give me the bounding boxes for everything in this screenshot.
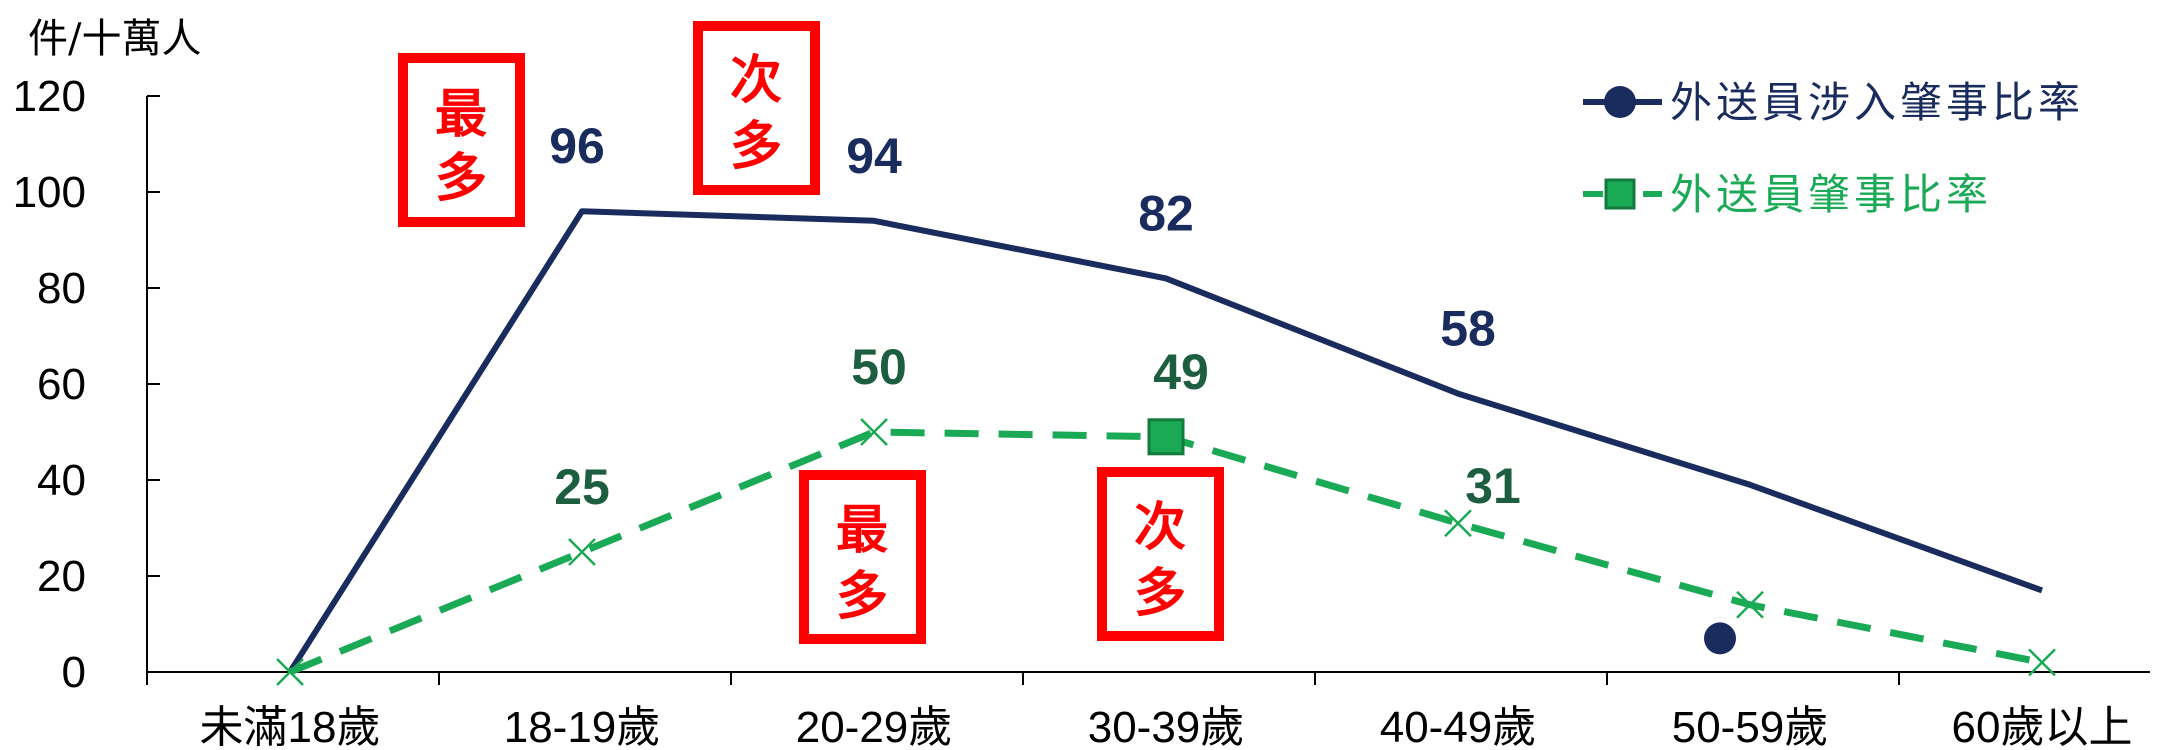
legend-item-delivery-caused: 外送員肇事比率 — [1583, 170, 1992, 219]
data-point-marker — [1147, 418, 1185, 456]
data-point-marker — [276, 658, 304, 686]
data-labels: 96 94 82 58 25 50 49 31 — [549, 118, 1521, 515]
svg-text:外送員涉入肇事比率: 外送員涉入肇事比率 — [1670, 78, 2084, 127]
y-tick-label: 0 — [62, 648, 86, 697]
annotation-text-line-2: 多 — [1134, 564, 1186, 624]
annotation-text-line-2: 多 — [435, 149, 487, 209]
annotation-most-involved: 最 多 — [398, 53, 525, 227]
legend-item-delivery-involved: 外送員涉入肇事比率 — [1583, 78, 2084, 127]
annotation-text-line-1: 最 — [836, 501, 888, 561]
data-point-marker — [568, 538, 596, 566]
data-label: 82 — [1138, 185, 1194, 241]
data-label: 25 — [554, 459, 610, 515]
y-tick-label: 100 — [13, 168, 86, 217]
legend-square-marker-icon — [1604, 178, 1636, 210]
legend: 外送員涉入肇事比率 外送員肇事比率 — [1583, 78, 2084, 219]
y-tick-label: 20 — [37, 552, 86, 601]
annotation-most-caused: 最 多 — [799, 470, 926, 644]
series-markers — [276, 418, 2056, 686]
data-label: 31 — [1465, 458, 1521, 514]
data-point-marker — [1444, 509, 1472, 538]
annotation-text-line-1: 次 — [1134, 498, 1186, 558]
x-tick-label: 50-59歲 — [1672, 703, 1829, 750]
data-label: 94 — [846, 128, 902, 184]
legend-circle-marker-icon — [1604, 86, 1636, 118]
y-tick-label: 40 — [37, 456, 86, 505]
x-tick-label: 18-19歲 — [504, 703, 661, 750]
annotation-second-caused: 次 多 — [1097, 467, 1224, 641]
x-tick-label: 未滿18歲 — [200, 703, 381, 750]
data-point-marker — [2028, 648, 2056, 677]
data-label: 96 — [549, 118, 605, 174]
y-ticks: 0 20 40 60 80 100 120 — [13, 72, 160, 697]
x-tick-label: 40-49歲 — [1380, 703, 1537, 750]
data-point-marker — [1704, 622, 1736, 655]
svg-text:外送員肇事比率: 外送員肇事比率 — [1670, 170, 1992, 219]
annotation-text-line-1: 最 — [435, 85, 487, 145]
annotation-text-line-2: 多 — [730, 117, 782, 177]
x-tick-label: 30-39歲 — [1088, 703, 1245, 750]
x-tick-label: 20-29歲 — [796, 703, 953, 750]
x-tick-label: 60歲以上 — [1952, 703, 2133, 750]
data-point-marker — [860, 418, 888, 446]
x-ticks: 未滿18歲 18-19歲 20-29歲 30-39歲 40-49歲 50-59歲 60歲以上 — [146, 672, 2133, 750]
data-label: 58 — [1440, 301, 1496, 357]
y-tick-label: 60 — [37, 360, 86, 409]
data-label: 49 — [1153, 344, 1209, 400]
annotation-second-involved: 次 多 — [693, 21, 820, 195]
data-point-marker — [1736, 590, 1764, 619]
y-tick-label: 120 — [13, 72, 86, 121]
annotation-text-line-1: 次 — [730, 51, 782, 111]
data-label: 50 — [851, 339, 907, 395]
y-tick-label: 80 — [37, 264, 86, 313]
series-line-delivery-involved — [287, 208, 2044, 674]
y-axis-unit-label: 件/十萬人 — [28, 16, 201, 62]
annotation-text-line-2: 多 — [836, 567, 888, 627]
